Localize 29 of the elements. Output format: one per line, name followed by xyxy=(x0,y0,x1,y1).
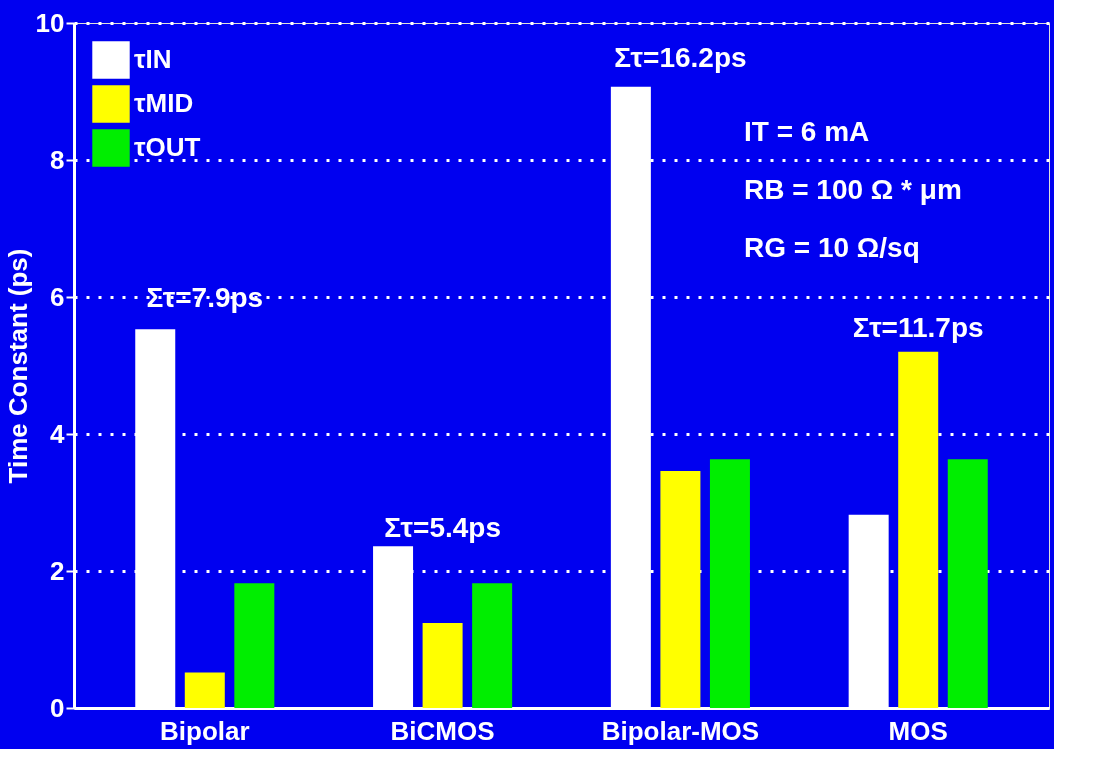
bar xyxy=(660,470,701,708)
x-tick-label: MOS xyxy=(888,715,948,746)
y-tick-label: 10 xyxy=(35,7,65,38)
y-tick-label: 2 xyxy=(50,555,65,586)
bar xyxy=(422,623,463,708)
legend-label: τOUT xyxy=(134,132,201,162)
legend-label: τIN xyxy=(134,44,172,74)
bar xyxy=(709,459,750,708)
x-tick-label: Bipolar-MOS xyxy=(601,715,760,746)
bar xyxy=(234,583,275,708)
annotation: Στ=5.4ps xyxy=(384,512,501,543)
bar xyxy=(184,672,225,708)
y-tick-label: 0 xyxy=(50,692,65,723)
x-tick-label: BiCMOS xyxy=(390,715,495,746)
y-tick-label: 8 xyxy=(50,144,65,175)
annotation: IT = 6 mA xyxy=(744,116,870,147)
annotation: RB = 100 Ω * μm xyxy=(744,174,962,205)
bar xyxy=(947,459,988,708)
y-tick-label: 6 xyxy=(50,281,65,312)
y-tick-label: 4 xyxy=(50,418,66,449)
bar xyxy=(898,351,939,708)
annotation: Στ=16.2ps xyxy=(614,42,747,73)
bar xyxy=(472,583,513,708)
legend-label: τMID xyxy=(134,88,194,118)
annotation: Στ=11.7ps xyxy=(852,312,984,343)
annotation: Στ=7.9ps xyxy=(146,282,264,313)
y-axis-title: Time Constant (ps) xyxy=(2,248,33,484)
x-tick-label: Bipolar xyxy=(160,715,250,746)
annotation: RG = 10 Ω/sq xyxy=(744,232,920,263)
